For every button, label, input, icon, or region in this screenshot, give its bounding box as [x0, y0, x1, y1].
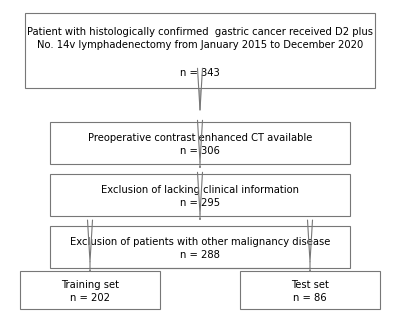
- Text: n = 86: n = 86: [293, 293, 327, 303]
- Bar: [240, 271, 380, 309]
- Text: n = 288: n = 288: [180, 250, 220, 260]
- Bar: [50, 226, 350, 268]
- Text: Exclusion of lacking clinical information: Exclusion of lacking clinical informatio…: [101, 185, 299, 195]
- Text: n = 343: n = 343: [180, 68, 220, 78]
- Text: n = 202: n = 202: [70, 293, 110, 303]
- Text: Training set: Training set: [61, 280, 119, 290]
- Text: Patient with histologically confirmed  gastric cancer received D2 plus
No. 14v l: Patient with histologically confirmed ga…: [27, 27, 373, 50]
- Bar: [50, 122, 350, 164]
- Text: n = 295: n = 295: [180, 198, 220, 208]
- Text: n = 306: n = 306: [180, 146, 220, 156]
- Bar: [25, 13, 375, 88]
- Text: Exclusion of patients with other malignancy disease: Exclusion of patients with other maligna…: [70, 237, 330, 247]
- Text: Preoperative contrast enhanced CT available: Preoperative contrast enhanced CT availa…: [88, 133, 312, 143]
- Text: Test set: Test set: [291, 280, 329, 290]
- Bar: [50, 174, 350, 216]
- Bar: [20, 271, 160, 309]
